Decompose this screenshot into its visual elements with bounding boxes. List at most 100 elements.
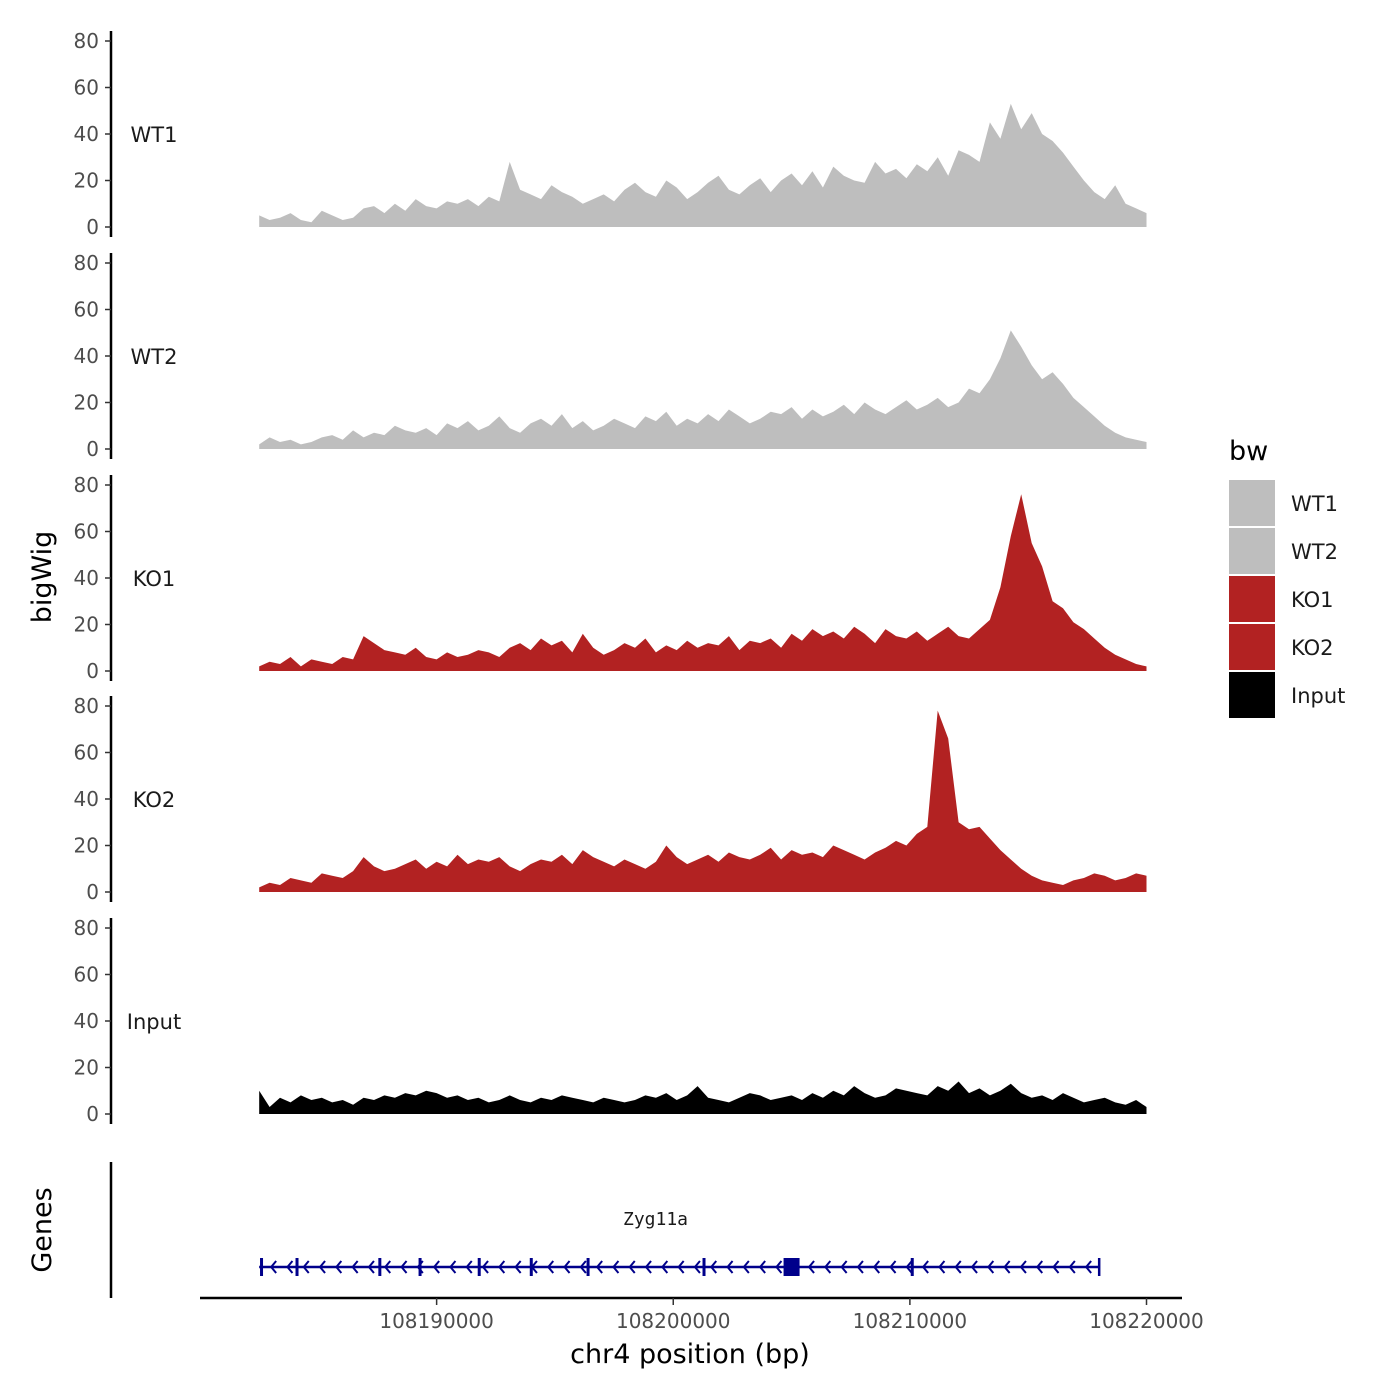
- gene-label: Zyg11a: [623, 1209, 688, 1230]
- strand-arrow: [758, 1260, 766, 1274]
- legend-swatch: [1229, 672, 1275, 718]
- strand-arrow: [628, 1260, 636, 1274]
- legend-label: Input: [1291, 684, 1345, 708]
- strand-arrow: [677, 1260, 685, 1274]
- y-tick-label: 60: [74, 520, 99, 544]
- y-tick-label: 0: [86, 659, 99, 683]
- strand-arrow: [954, 1260, 962, 1274]
- strand-arrow: [351, 1260, 359, 1274]
- y-tick-label: 80: [74, 473, 99, 497]
- exon-mark: [586, 1258, 590, 1276]
- gene-model: [259, 1258, 1101, 1276]
- legend-label: KO2: [1291, 636, 1334, 660]
- track-panel-wt1: 0 20 40 60 80 WT1: [74, 29, 1147, 239]
- exon-mark: [529, 1258, 533, 1276]
- strand-arrow: [286, 1260, 294, 1274]
- y-tick-label: 40: [74, 566, 99, 590]
- legend-label: WT2: [1291, 540, 1338, 564]
- x-tick-label: 108190000: [379, 1309, 494, 1333]
- strand-arrow: [987, 1260, 995, 1274]
- x-axis: 108190000 108200000 108210000 108220000 chr…: [200, 1296, 1204, 1370]
- exon-mark: [910, 1258, 914, 1276]
- strand-arrow: [612, 1260, 620, 1274]
- track-panels: 0 20 40 60 80 WT1 0 20 40 60 80 WT2 0 20 40 60 80 KO1 0 20 4…: [74, 29, 1147, 1126]
- strand-arrow: [905, 1260, 913, 1274]
- track-panel-input: 0 20 40 60 80 Input: [74, 916, 1147, 1126]
- track-panel-ko2: 0 20 40 60 80 KO2: [74, 694, 1147, 904]
- x-tick-label: 108210000: [853, 1309, 968, 1333]
- track-label-wt1: WT1: [131, 123, 178, 147]
- strand-arrow: [1003, 1260, 1011, 1274]
- track-label-wt2: WT2: [131, 345, 178, 369]
- x-axis-ticks: 108190000 108200000 108210000 108220000: [379, 1298, 1204, 1333]
- y-tick-label: 40: [74, 344, 99, 368]
- legend-item-ko1: KO1: [1229, 576, 1334, 622]
- genes-axis-title: Genes: [27, 1187, 58, 1272]
- strand-arrow: [595, 1260, 603, 1274]
- strand-arrow: [481, 1260, 489, 1274]
- y-tick-label: 0: [86, 215, 99, 239]
- strand-arrow: [1035, 1260, 1044, 1274]
- legend: bw WT1 WT2 KO1 KO2 Input: [1229, 436, 1345, 718]
- y-tick-label: 0: [86, 880, 99, 904]
- track-panel-wt2: 0 20 40 60 80 WT2: [74, 251, 1147, 461]
- strand-arrow: [269, 1260, 277, 1274]
- legend-item-wt2: WT2: [1229, 528, 1338, 574]
- x-axis-title: chr4 position (bp): [570, 1339, 810, 1370]
- strand-arrow: [400, 1260, 408, 1274]
- y-tick-label: 80: [74, 29, 99, 53]
- y-tick-label: 40: [74, 122, 99, 146]
- strand-arrow: [1052, 1260, 1060, 1274]
- legend-label: WT1: [1291, 492, 1338, 516]
- exon-mark: [295, 1258, 299, 1276]
- legend-label: KO1: [1291, 588, 1334, 612]
- strand-arrow: [824, 1260, 832, 1274]
- track-label-input: Input: [127, 1010, 181, 1034]
- exon-mark: [477, 1258, 481, 1276]
- strand-arrow: [693, 1260, 701, 1274]
- legend-swatch: [1229, 480, 1275, 526]
- legend-items: WT1 WT2 KO1 KO2 Input: [1229, 480, 1345, 718]
- coverage-area-input: [259, 1081, 1147, 1114]
- strand-arrow: [514, 1260, 522, 1274]
- strand-arrow: [726, 1260, 734, 1274]
- legend-item-wt1: WT1: [1229, 480, 1338, 526]
- y-tick-label: 20: [74, 613, 99, 637]
- strand-arrow: [579, 1260, 587, 1274]
- exon-mark: [702, 1258, 706, 1276]
- y-tick-label: 80: [74, 251, 99, 275]
- x-tick-label: 108200000: [616, 1309, 731, 1333]
- legend-item-input: Input: [1229, 672, 1345, 718]
- y-tick-label: 20: [74, 1056, 99, 1080]
- strand-arrow: [840, 1260, 848, 1274]
- strand-arrow: [889, 1260, 897, 1274]
- strand-arrow: [465, 1260, 473, 1274]
- y-tick-label: 20: [74, 834, 99, 858]
- strand-arrow: [432, 1260, 440, 1274]
- strand-arrow: [383, 1260, 392, 1274]
- track-panel-ko1: 0 20 40 60 80 KO1: [74, 473, 1147, 683]
- y-tick-label: 20: [74, 169, 99, 193]
- strand-arrow: [563, 1260, 571, 1274]
- strand-arrow: [1068, 1260, 1076, 1274]
- coverage-area-ko2: [259, 710, 1147, 892]
- strand-arrow: [938, 1260, 946, 1274]
- y-tick-label: 60: [74, 298, 99, 322]
- strand-arrow: [775, 1260, 783, 1274]
- strand-arrow: [644, 1260, 652, 1274]
- gene-track: Genes Zyg11a: [27, 1162, 1101, 1298]
- y-tick-label: 80: [74, 694, 99, 718]
- strand-arrow: [661, 1260, 669, 1274]
- strand-arrow: [302, 1260, 310, 1274]
- legend-swatch: [1229, 528, 1275, 574]
- coverage-area-wt2: [259, 330, 1147, 449]
- track-label-ko2: KO2: [133, 788, 176, 812]
- track-label-ko1: KO1: [133, 567, 176, 591]
- strand-arrow: [449, 1260, 457, 1274]
- legend-swatch: [1229, 576, 1275, 622]
- coding-exon-box: [783, 1258, 800, 1276]
- strand-arrow: [1019, 1260, 1027, 1274]
- exon-mark: [260, 1258, 264, 1276]
- legend-swatch: [1229, 624, 1275, 670]
- y-tick-label: 60: [74, 76, 99, 100]
